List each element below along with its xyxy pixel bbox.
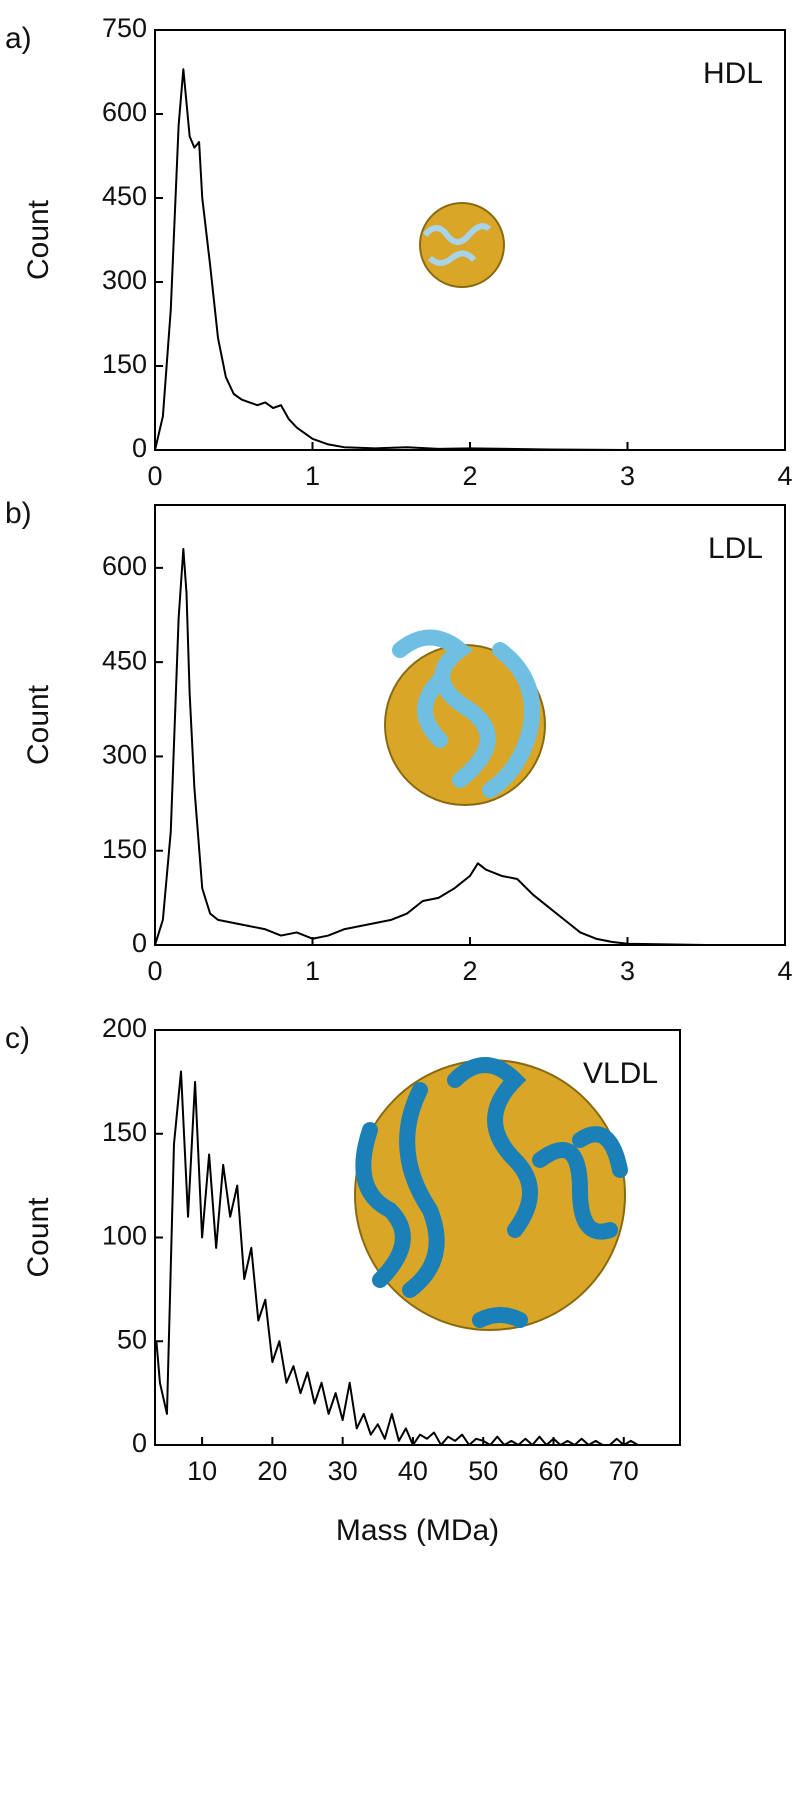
- x-tick-label: 4: [777, 461, 792, 491]
- x-tick-label: 60: [538, 1456, 568, 1486]
- protein-strand: [422, 223, 492, 266]
- x-tick-label: 4: [777, 956, 792, 986]
- y-tick-label: 50: [117, 1324, 147, 1354]
- y-axis-title: Count: [22, 199, 55, 280]
- panel-label: b): [5, 497, 32, 530]
- y-axis-title: Count: [22, 1197, 55, 1278]
- y-tick-label: 150: [102, 834, 147, 864]
- data-line: [155, 548, 785, 945]
- y-tick-label: 150: [102, 1117, 147, 1147]
- x-tick-label: 50: [468, 1456, 498, 1486]
- y-tick-label: 600: [102, 97, 147, 127]
- y-tick-label: 0: [132, 433, 147, 463]
- y-tick-label: 100: [102, 1221, 147, 1251]
- x-tick-label: 3: [620, 956, 635, 986]
- x-tick-label: 10: [187, 1456, 217, 1486]
- y-tick-label: 450: [102, 645, 147, 675]
- y-tick-label: 600: [102, 551, 147, 581]
- x-tick-label: 3: [620, 461, 635, 491]
- x-axis-title: Mass (MDa): [336, 1514, 499, 1547]
- x-tick-label: 70: [609, 1456, 639, 1486]
- panel: 0 150 300 450 600 750 0 1 2 3 4 Count a) HDL: [5, 13, 793, 491]
- x-tick-label: 0: [147, 956, 162, 986]
- x-tick-label: 1: [305, 461, 320, 491]
- y-tick-label: 150: [102, 349, 147, 379]
- x-tick-label: 30: [328, 1456, 358, 1486]
- annotation: VLDL: [583, 1057, 658, 1090]
- panel: 0 50 100 150 200 10 20 30 40 50 60 70 Count c) VLDL Mas…: [5, 1013, 681, 1547]
- x-tick-label: 2: [462, 461, 477, 491]
- plot-area: [155, 548, 785, 945]
- data-line: [155, 1070, 659, 1445]
- panel-label: a): [5, 22, 32, 55]
- x-tick-label: 40: [398, 1456, 428, 1486]
- hdl-particle: [419, 202, 505, 288]
- y-tick-label: 0: [132, 1428, 147, 1458]
- x-tick-label: 1: [305, 956, 320, 986]
- ldl-particle: [384, 629, 546, 806]
- y-tick-label: 300: [102, 740, 147, 770]
- y-tick-label: 300: [102, 265, 147, 295]
- particle-illustrations: [354, 202, 628, 1331]
- x-tick-label: 20: [257, 1456, 287, 1486]
- plot-area: [155, 68, 785, 450]
- y-tick-label: 750: [102, 13, 147, 43]
- protein-strand: [355, 1057, 628, 1328]
- particle-core: [419, 202, 505, 288]
- panel-label: c): [5, 1022, 30, 1055]
- y-axis-title: Count: [22, 684, 55, 765]
- protein-strand: [392, 629, 540, 798]
- y-tick-label: 450: [102, 181, 147, 211]
- annotation: HDL: [703, 57, 763, 90]
- x-tick-label: 2: [462, 956, 477, 986]
- y-tick-label: 0: [132, 928, 147, 958]
- vldl-particle: [354, 1057, 628, 1331]
- data-line: [155, 68, 785, 450]
- y-tick-label: 200: [102, 1013, 147, 1043]
- plot-area: [155, 1070, 659, 1445]
- annotation: LDL: [708, 532, 763, 565]
- panel: 0 150 300 450 600 0 1 2 3 4 Count b) LDL: [5, 497, 793, 986]
- x-tick-label: 0: [147, 461, 162, 491]
